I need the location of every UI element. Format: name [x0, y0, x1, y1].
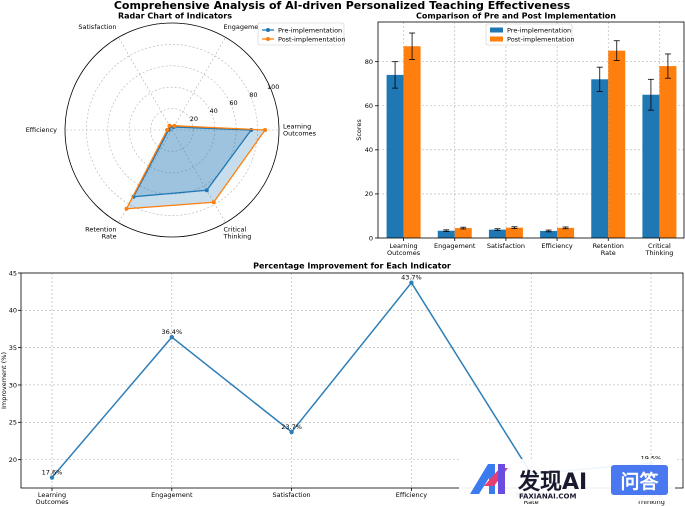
radar-legend-label: Post-implementation: [278, 35, 345, 43]
bar-pre: [488, 229, 506, 238]
watermark: 发现AI FAXIANAI.COM 问答: [459, 459, 675, 501]
bar-pre: [437, 230, 455, 238]
radar-rtick-label: 80: [249, 91, 257, 99]
radar-fill-post: [126, 125, 266, 209]
bar-ytick-label: 60: [365, 102, 373, 110]
bar-legend-label: Pre-implementation: [507, 26, 571, 34]
line-point: [409, 280, 414, 285]
radar-legend-marker: [266, 37, 270, 41]
line-data-label: 19.5%: [641, 454, 662, 462]
line-title: Percentage Improvement for Each Indicato…: [253, 262, 451, 271]
watermark-subtitle: FAXIANAI.COM: [519, 493, 576, 501]
bar-post: [454, 228, 472, 238]
line-point: [169, 335, 174, 340]
radar-rtick-label: 60: [229, 99, 237, 107]
line-data-label: 36.4%: [161, 328, 182, 336]
watermark-brand: 发现AI: [517, 469, 587, 495]
line-ytick-label: 25: [9, 419, 17, 427]
line-data-label: 23.7%: [281, 423, 302, 431]
watermark-logo-icon: [470, 464, 508, 494]
line-xtick-label: Engagement: [151, 491, 193, 499]
radar-spoke: [171, 37, 226, 131]
radar-chart: Radar Chart of Indicators 20 40 60 80 100 Lea…: [26, 12, 346, 241]
line-plot-frame: [20, 272, 684, 489]
figure-title: Comprehensive Analysis of AI-driven Pers…: [114, 0, 571, 12]
bar-xtick-label: Satisfaction: [487, 242, 525, 250]
bar-ytick-label: 40: [365, 146, 373, 154]
bar-legend-box: [485, 23, 573, 46]
bar-xtick-label: Efficiency: [541, 242, 572, 250]
bar-ylabel: Scores: [355, 119, 363, 141]
bar-pre: [386, 74, 404, 239]
line-ytick-label: 45: [9, 269, 17, 277]
radar-point: [167, 123, 172, 128]
radar-spoke: [171, 129, 226, 223]
radar-point: [211, 200, 216, 205]
bar-post: [557, 227, 575, 238]
bar-legend-swatch: [490, 27, 503, 33]
line-point: [49, 475, 55, 480]
radar-axis-label: Learning Outcomes: [283, 123, 317, 138]
line-ytick-label: 35: [9, 344, 17, 352]
bar-ytick-label: 0: [369, 234, 373, 242]
line-xtick-label: Satisfaction: [273, 491, 311, 499]
bar-pre: [591, 79, 609, 238]
line-ytick-label: 20: [9, 456, 17, 464]
line-xtick-label: Efficiency: [396, 491, 427, 499]
bar-xtick-label: Learning Outcomes: [387, 242, 421, 257]
bar-legend-swatch: [490, 36, 503, 42]
radar-axis-label: Satisfaction: [78, 23, 116, 31]
line-ytick-label: 40: [9, 307, 17, 315]
bar-ytick-label: 20: [365, 190, 373, 198]
bar-post: [403, 46, 421, 238]
bar-plot-frame: [377, 21, 685, 239]
line-data-label: 43.7%: [401, 274, 422, 282]
line-ylabel: Improvement (%): [0, 352, 8, 409]
radar-spoke: [118, 37, 173, 131]
line-xtick-label: Learning Outcomes: [35, 491, 69, 506]
radar-axis-label: Critical Thinking: [223, 226, 252, 241]
bar-legend-label: Post-implementation: [507, 35, 574, 43]
bar-ytick-label: 80: [365, 58, 373, 66]
watermark-badge-text: 问答: [620, 470, 659, 493]
radar-rtick-label: 100: [267, 83, 279, 91]
radar-fill-pre: [133, 126, 252, 197]
bar-chart: Comparison of Pre and Post Implementatio…: [355, 12, 685, 257]
radar-axis-label: Retention Rate: [85, 226, 116, 241]
line-data-label: 17.6%: [42, 469, 63, 477]
radar-title: Radar Chart of Indicators: [118, 12, 232, 21]
radar-legend-marker: [266, 28, 270, 32]
watermark-badge: [611, 465, 668, 495]
radar-point: [263, 128, 268, 132]
radar-rtick-label: 40: [210, 107, 218, 115]
bar-xtick-label: Engagement: [434, 242, 476, 250]
radar-gridline-100: [64, 22, 280, 238]
line-point: [289, 429, 294, 435]
radar-point: [172, 123, 177, 128]
line-ytick-label: 30: [9, 381, 17, 389]
radar-axis-label: Engagement: [224, 23, 266, 31]
bar-pre: [642, 94, 660, 238]
radar-legend-box: [257, 22, 345, 46]
radar-gridline-40: [128, 86, 216, 174]
bar-pre: [540, 230, 558, 238]
bar-xtick-label: Critical Thinking: [644, 242, 673, 257]
radar-point: [204, 188, 209, 193]
bar-xtick-label: Retention Rate: [593, 242, 624, 257]
bar-title: Comparison of Pre and Post Implementatio…: [416, 12, 616, 21]
bar-post: [608, 50, 626, 238]
radar-point: [165, 128, 170, 132]
radar-axis-label: Efficiency: [26, 126, 57, 134]
bar-post: [505, 227, 523, 238]
radar-rtick-label: 20: [190, 115, 198, 123]
bar-post: [659, 66, 677, 238]
radar-legend-label: Pre-implementation: [278, 26, 342, 34]
line-series: [51, 281, 652, 479]
radar-point: [124, 206, 129, 211]
